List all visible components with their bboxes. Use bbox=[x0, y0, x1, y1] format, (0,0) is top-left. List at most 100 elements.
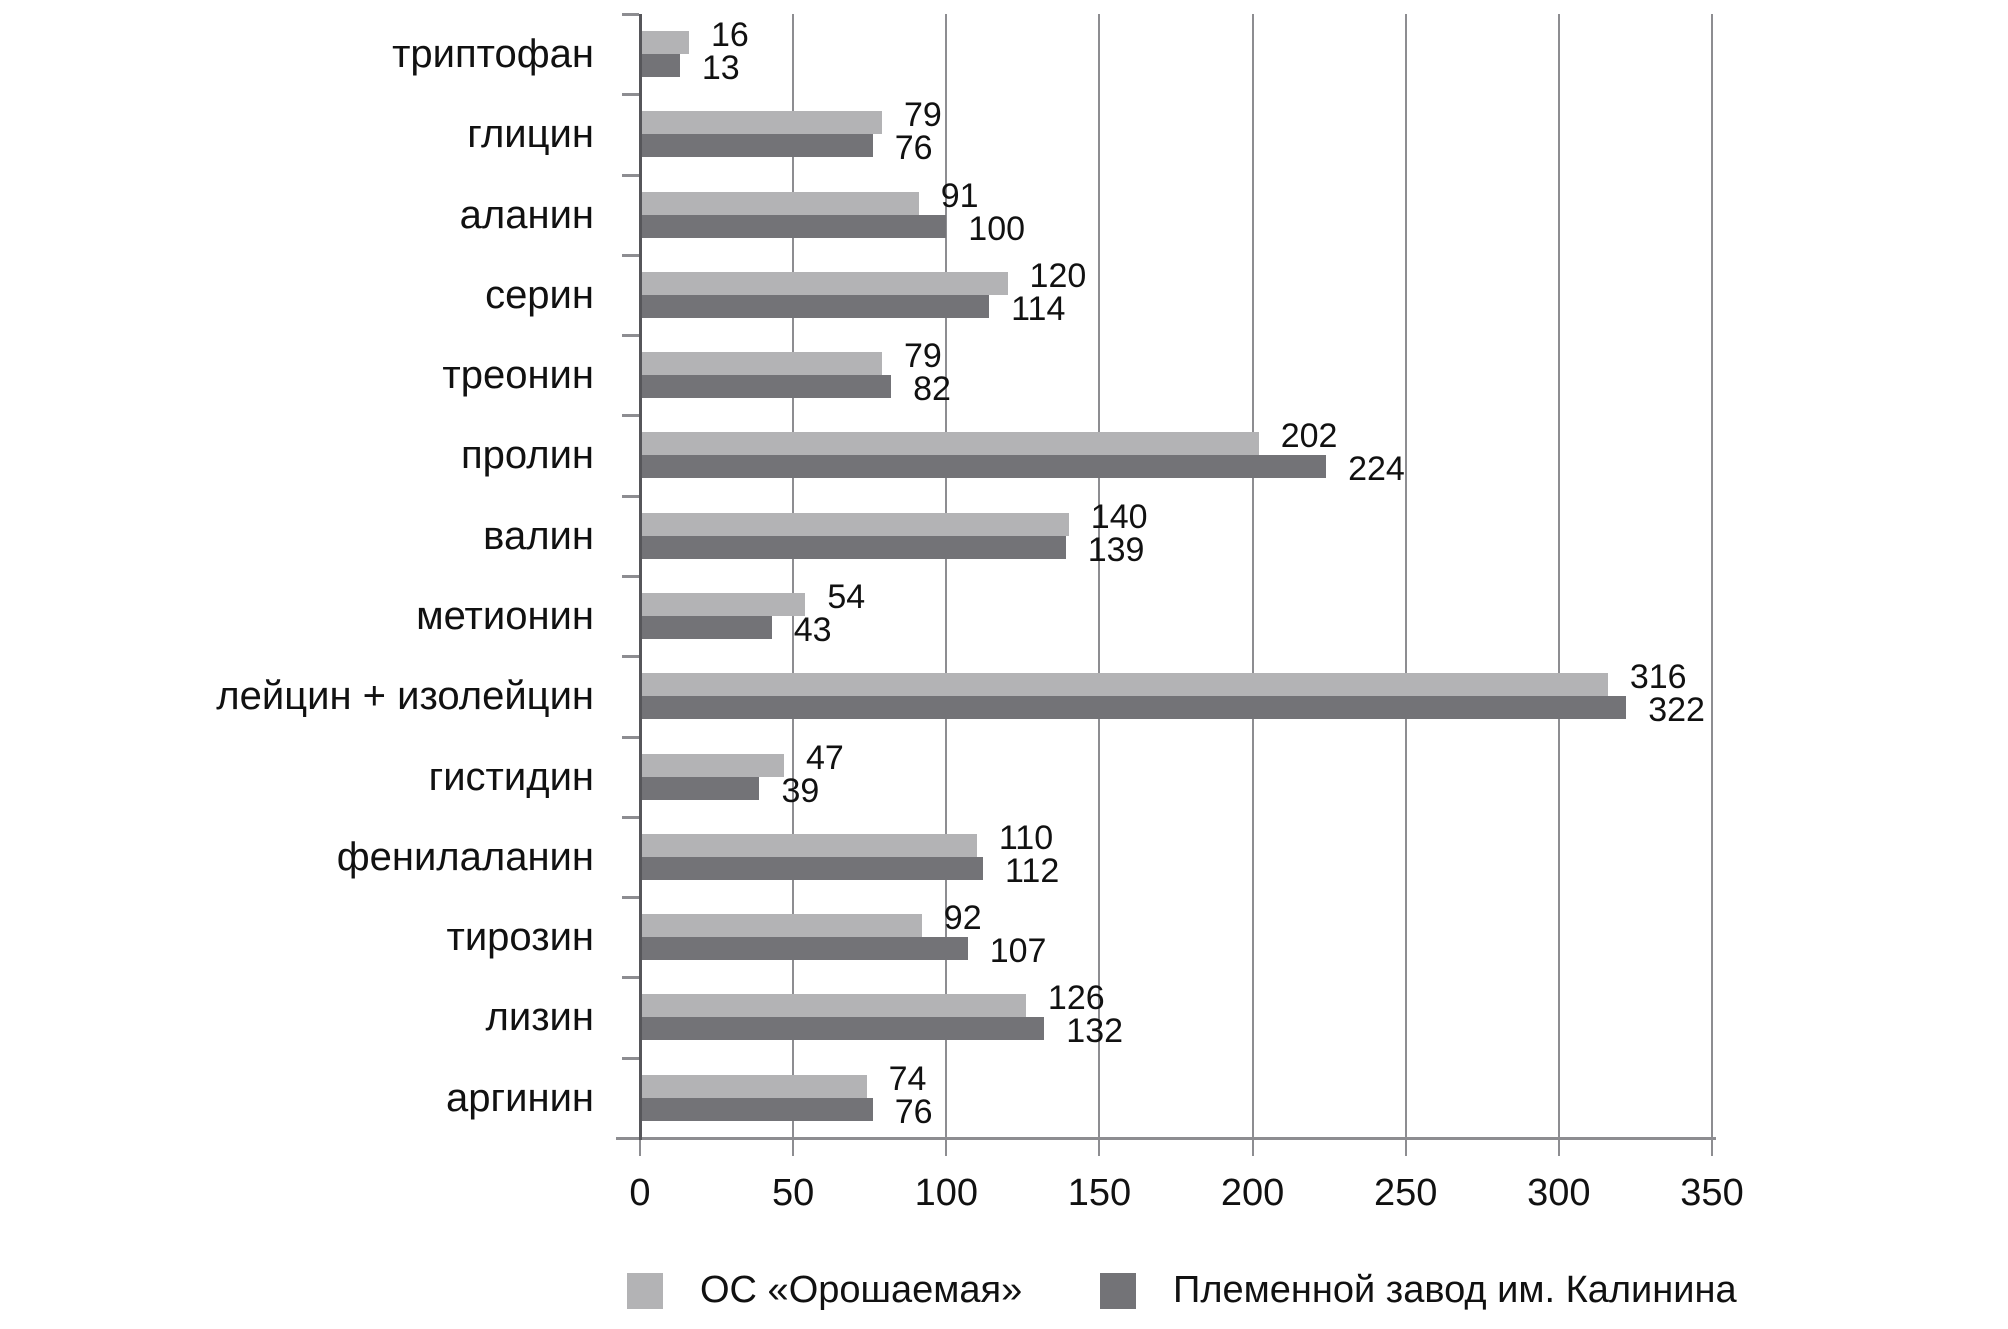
gridline-150 bbox=[1098, 14, 1101, 1138]
gridline-100 bbox=[945, 14, 948, 1138]
bar-series2 bbox=[640, 616, 772, 639]
x-tick-label: 350 bbox=[1680, 1172, 1744, 1214]
bar-series2 bbox=[640, 1097, 873, 1121]
bar-value-label: 126 bbox=[1047, 979, 1105, 1018]
bar-series1 bbox=[640, 512, 1069, 536]
y-axis-tick bbox=[622, 13, 639, 16]
bar-value-label: 140 bbox=[1090, 497, 1148, 536]
x-axis-tick bbox=[639, 1132, 641, 1156]
category-label: серин bbox=[485, 272, 594, 317]
bar-series2 bbox=[640, 214, 947, 238]
bar-value-label: 316 bbox=[1629, 658, 1687, 697]
x-tick-label: 50 bbox=[772, 1172, 815, 1214]
bar-series2 bbox=[640, 54, 680, 77]
x-axis-tick bbox=[792, 1132, 795, 1156]
bar-value-label: 322 bbox=[1648, 691, 1705, 730]
y-axis-tick bbox=[622, 896, 639, 899]
bar-value-label: 82 bbox=[913, 370, 951, 409]
bar-series1 bbox=[640, 31, 689, 54]
bar-value-label: 43 bbox=[793, 611, 832, 649]
legend-label: Племенной завод им. Калинина bbox=[1173, 1268, 1737, 1311]
bar-value-label: 13 bbox=[701, 49, 740, 87]
gridline-300 bbox=[1557, 14, 1560, 1138]
bar-value-label: 139 bbox=[1087, 530, 1145, 569]
bar-value-label: 91 bbox=[940, 176, 979, 215]
category-axis-labels: триптофан глицин аланин серин треонин пролин в… bbox=[0, 14, 594, 1138]
category-label: глицин bbox=[467, 112, 594, 157]
bar-series1 bbox=[640, 914, 922, 938]
gridline-200 bbox=[1251, 14, 1254, 1138]
bar-value-label: 114 bbox=[1011, 289, 1066, 328]
bar-series2 bbox=[640, 696, 1627, 720]
bar-value-label: 74 bbox=[888, 1059, 927, 1098]
y-axis-tick bbox=[622, 976, 639, 979]
x-axis-tick bbox=[1098, 1132, 1101, 1156]
y-axis-tick bbox=[622, 495, 639, 498]
category-label: гистидин bbox=[428, 754, 594, 799]
category-label: лейцин + изолейцин bbox=[216, 674, 594, 719]
bar-series2 bbox=[640, 776, 760, 800]
x-tick-label: 200 bbox=[1220, 1172, 1285, 1214]
bar-value-label: 100 bbox=[968, 209, 1026, 248]
y-axis-tick bbox=[622, 736, 639, 739]
y-axis-tick bbox=[622, 575, 639, 578]
bar-series1 bbox=[640, 271, 1008, 295]
bar-series1 bbox=[640, 994, 1026, 1018]
x-axis-tick bbox=[1404, 1132, 1407, 1156]
bar-series1 bbox=[640, 753, 784, 777]
x-axis-tick bbox=[1557, 1132, 1560, 1156]
bar-series2 bbox=[640, 535, 1066, 559]
bar-value-label: 47 bbox=[805, 738, 844, 777]
gridline-250 bbox=[1404, 14, 1407, 1138]
legend: ОС «Орошаемая» Племенной завод им. Калини… bbox=[0, 1268, 2008, 1316]
legend-item: Племенной завод им. Калинина bbox=[1100, 1268, 1737, 1312]
bar-value-label: 76 bbox=[894, 1092, 933, 1131]
bar-series2 bbox=[640, 856, 984, 880]
legend-label: ОС «Орошаемая» bbox=[700, 1268, 1023, 1311]
gridline-50 bbox=[792, 14, 795, 1138]
y-axis-tick bbox=[622, 655, 639, 658]
bar-value-label: 110 bbox=[998, 818, 1054, 857]
bar-series2 bbox=[640, 294, 990, 318]
x-axis-tick bbox=[1251, 1132, 1254, 1156]
y-axis-tick bbox=[622, 816, 639, 819]
category-label: триптофан bbox=[392, 32, 594, 76]
x-tick-label: 150 bbox=[1067, 1172, 1132, 1214]
y-axis-tick bbox=[622, 93, 639, 96]
bar-series2 bbox=[640, 375, 892, 399]
legend-swatch bbox=[627, 1273, 663, 1309]
bar-series2 bbox=[640, 937, 968, 961]
legend-item: ОС «Орошаемая» bbox=[627, 1268, 1022, 1312]
legend-swatch bbox=[1100, 1273, 1136, 1309]
bar-value-label: 79 bbox=[903, 337, 942, 376]
category-label: аргинин bbox=[446, 1075, 594, 1120]
category-label: лизин bbox=[485, 995, 594, 1040]
bar-value-label: 92 bbox=[943, 899, 982, 938]
bar-value-label: 202 bbox=[1280, 417, 1338, 456]
x-axis-tick bbox=[945, 1132, 948, 1156]
bar-value-label: 54 bbox=[827, 578, 866, 616]
y-axis-tick bbox=[622, 254, 639, 257]
bar-value-label: 16 bbox=[711, 16, 749, 54]
x-tick-label: 0 bbox=[629, 1172, 651, 1214]
bar-series1 bbox=[640, 432, 1259, 456]
gridline-350 bbox=[1711, 14, 1713, 1138]
category-label: метионин bbox=[416, 594, 594, 638]
bar-series1 bbox=[640, 111, 882, 135]
bar-value-label: 112 bbox=[1005, 851, 1060, 890]
plot-area: 16 13 79 76 91 100 120 114 79 82 202 224 140 139 54 43 3… bbox=[616, 13, 1716, 1156]
x-axis-tick-labels: 0 50 100 150 200 250 300 350 bbox=[629, 1172, 1743, 1222]
x-tick-label: 100 bbox=[914, 1172, 978, 1214]
category-label: треонин bbox=[442, 353, 594, 398]
bar-series1 bbox=[640, 833, 977, 857]
bar-series1 bbox=[640, 191, 919, 215]
bar-value-label: 224 bbox=[1348, 450, 1405, 489]
y-axis-tick bbox=[622, 174, 639, 177]
bar-series1 bbox=[640, 352, 882, 376]
x-tick-label: 250 bbox=[1374, 1172, 1438, 1214]
bar-series2 bbox=[640, 455, 1327, 479]
bar-value-label: 132 bbox=[1066, 1012, 1124, 1051]
bar-series1 bbox=[640, 1074, 867, 1098]
bar-series2 bbox=[640, 1017, 1045, 1041]
